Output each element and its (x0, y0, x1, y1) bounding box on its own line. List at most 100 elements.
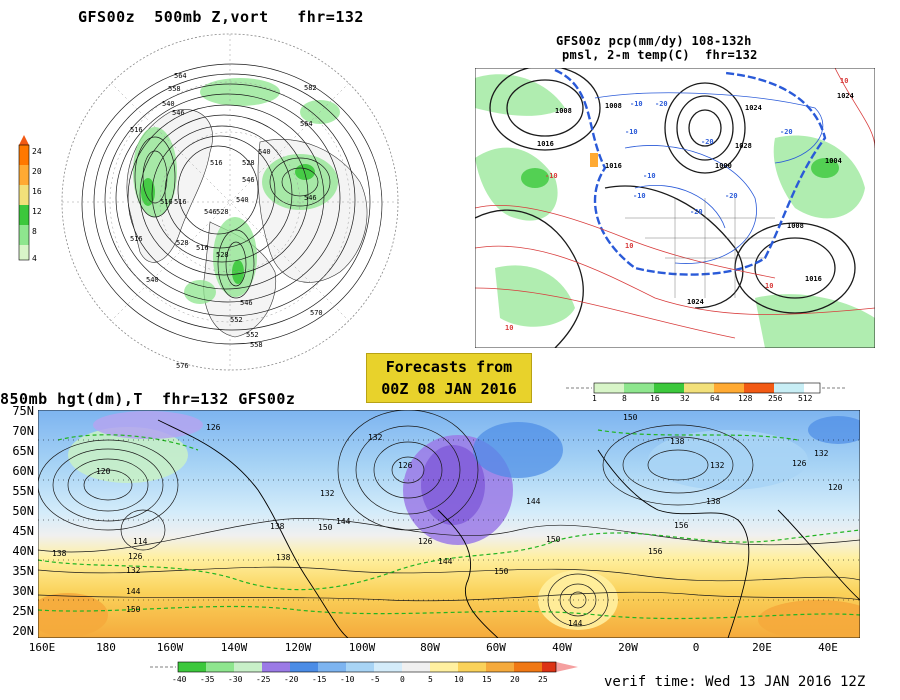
forecast-note-line2: 00Z 08 JAN 2016 (381, 380, 517, 398)
contour-label: 1024 (745, 104, 762, 112)
contour-label: -20 (701, 138, 714, 146)
panel-topright-title-line2: pmsl, 2-m temp(C) fhr=132 (562, 48, 758, 62)
contour-label: -20 (690, 208, 703, 216)
contour-label: 126 (418, 537, 433, 546)
latitude-circle (159, 131, 301, 273)
contour-label: 120 (828, 483, 843, 492)
colorbar-swatch (774, 383, 804, 393)
contour-label: 138 (52, 549, 67, 558)
contour-label: 132 (814, 449, 829, 458)
lon-label: 160E (28, 641, 56, 654)
contour-label: 540 (236, 196, 249, 204)
boundary-lines (625, 198, 775, 298)
colorbar-swatch (19, 245, 29, 260)
colorbar-swatch (402, 662, 430, 672)
lon-label: 40E (818, 641, 838, 654)
colorbar-swatch (486, 662, 514, 672)
lon-label: 180 (96, 641, 116, 654)
contour-label: 576 (176, 362, 189, 370)
colorbar-label: -15 (312, 675, 327, 684)
precip-colorbar-svg (566, 382, 846, 394)
vort-blob (262, 154, 338, 210)
contour-label: -20 (725, 192, 738, 200)
vort-core (232, 260, 244, 284)
contour-label: 564 (300, 120, 313, 128)
contour (373, 441, 443, 499)
contour-label: 138 (276, 553, 291, 562)
isobar (664, 82, 746, 174)
precip-area (475, 74, 565, 116)
colorbar-swatch (346, 662, 374, 672)
lon-label: 160W (156, 641, 184, 654)
contour-label: 144 (526, 497, 541, 506)
colorbar-label: 20 (32, 167, 42, 176)
isobar (676, 95, 734, 161)
contour-label: -20 (655, 100, 668, 108)
contour-label: 558 (250, 341, 263, 349)
contour (217, 229, 255, 299)
colorbar-label: -5 (370, 675, 380, 684)
colorbar-label: -10 (340, 675, 355, 684)
contour-label: 126 (206, 423, 221, 432)
coastlines (157, 419, 860, 638)
lon-label: 40W (552, 641, 572, 654)
vort-blob (184, 280, 216, 304)
contour-label: 120 (96, 467, 111, 476)
temp-area (93, 411, 203, 439)
temperature-anomalies (38, 411, 860, 638)
contour-label: 10 (765, 282, 773, 290)
precip-colorbar (566, 380, 856, 404)
colorbar-label: 0 (400, 675, 405, 684)
coastline-asia (777, 509, 860, 601)
colorbar-swatch (654, 383, 684, 393)
contour-label: 528 (176, 239, 189, 247)
colorbar-swatch (19, 205, 29, 225)
lat-lon-grid (38, 439, 860, 601)
colorbar-label: 16 (650, 394, 660, 403)
colorbar-swatch (234, 662, 262, 672)
contour-label: 1000 (715, 162, 732, 170)
contour (67, 458, 149, 512)
temperature-colorbar (150, 660, 580, 674)
contour (602, 424, 754, 506)
temperature-colorbar-svg (150, 661, 578, 673)
contour-label: 10 (625, 242, 633, 250)
lon-label: 100W (348, 641, 376, 654)
colorbar-frame (177, 661, 557, 673)
precip-area (755, 294, 875, 348)
contour-label: 1016 (605, 162, 622, 170)
isotherm (57, 434, 199, 451)
colorbar-swatch (19, 145, 29, 165)
contour-label: -10 (630, 100, 643, 108)
contour (83, 469, 133, 501)
vort-core (141, 178, 155, 206)
colorbar-label: 8 (32, 227, 37, 236)
contour-label: 1028 (735, 142, 752, 150)
contour-label: 1024 (837, 92, 854, 100)
contour (355, 425, 461, 515)
colorbar-frame (18, 144, 30, 261)
contour-label: 132 (126, 566, 141, 575)
temp-area (68, 427, 188, 483)
contour-label: 132 (320, 489, 335, 498)
colorbar-swatch (19, 165, 29, 185)
contour-label: -10 (545, 172, 558, 180)
contour-label: 144 (438, 557, 453, 566)
colorbar-swatch (514, 662, 542, 672)
colorbar-label: 8 (622, 394, 627, 403)
colorbar-label: -30 (228, 675, 243, 684)
contour-label: 540 (162, 100, 175, 108)
polar-500mb-map: 564 558 540 546 516 540 528 516 516 546 … (61, 33, 399, 371)
contour-label: 150 (623, 413, 638, 422)
contour-label: 546 (240, 299, 253, 307)
contour-label: 144 (336, 517, 351, 526)
precip-core (811, 158, 839, 178)
lon-label: 20E (752, 641, 772, 654)
bottom-contour-labels: 126 120 114 126 132 138 144 150 132 126 … (52, 413, 843, 628)
temp-contour (834, 68, 875, 149)
colorbar-arrow-right (556, 662, 578, 672)
lon-label: 120W (284, 641, 312, 654)
coastline-north-america-east (437, 509, 499, 638)
contour (151, 125, 293, 263)
contour-label: 564 (174, 72, 187, 80)
